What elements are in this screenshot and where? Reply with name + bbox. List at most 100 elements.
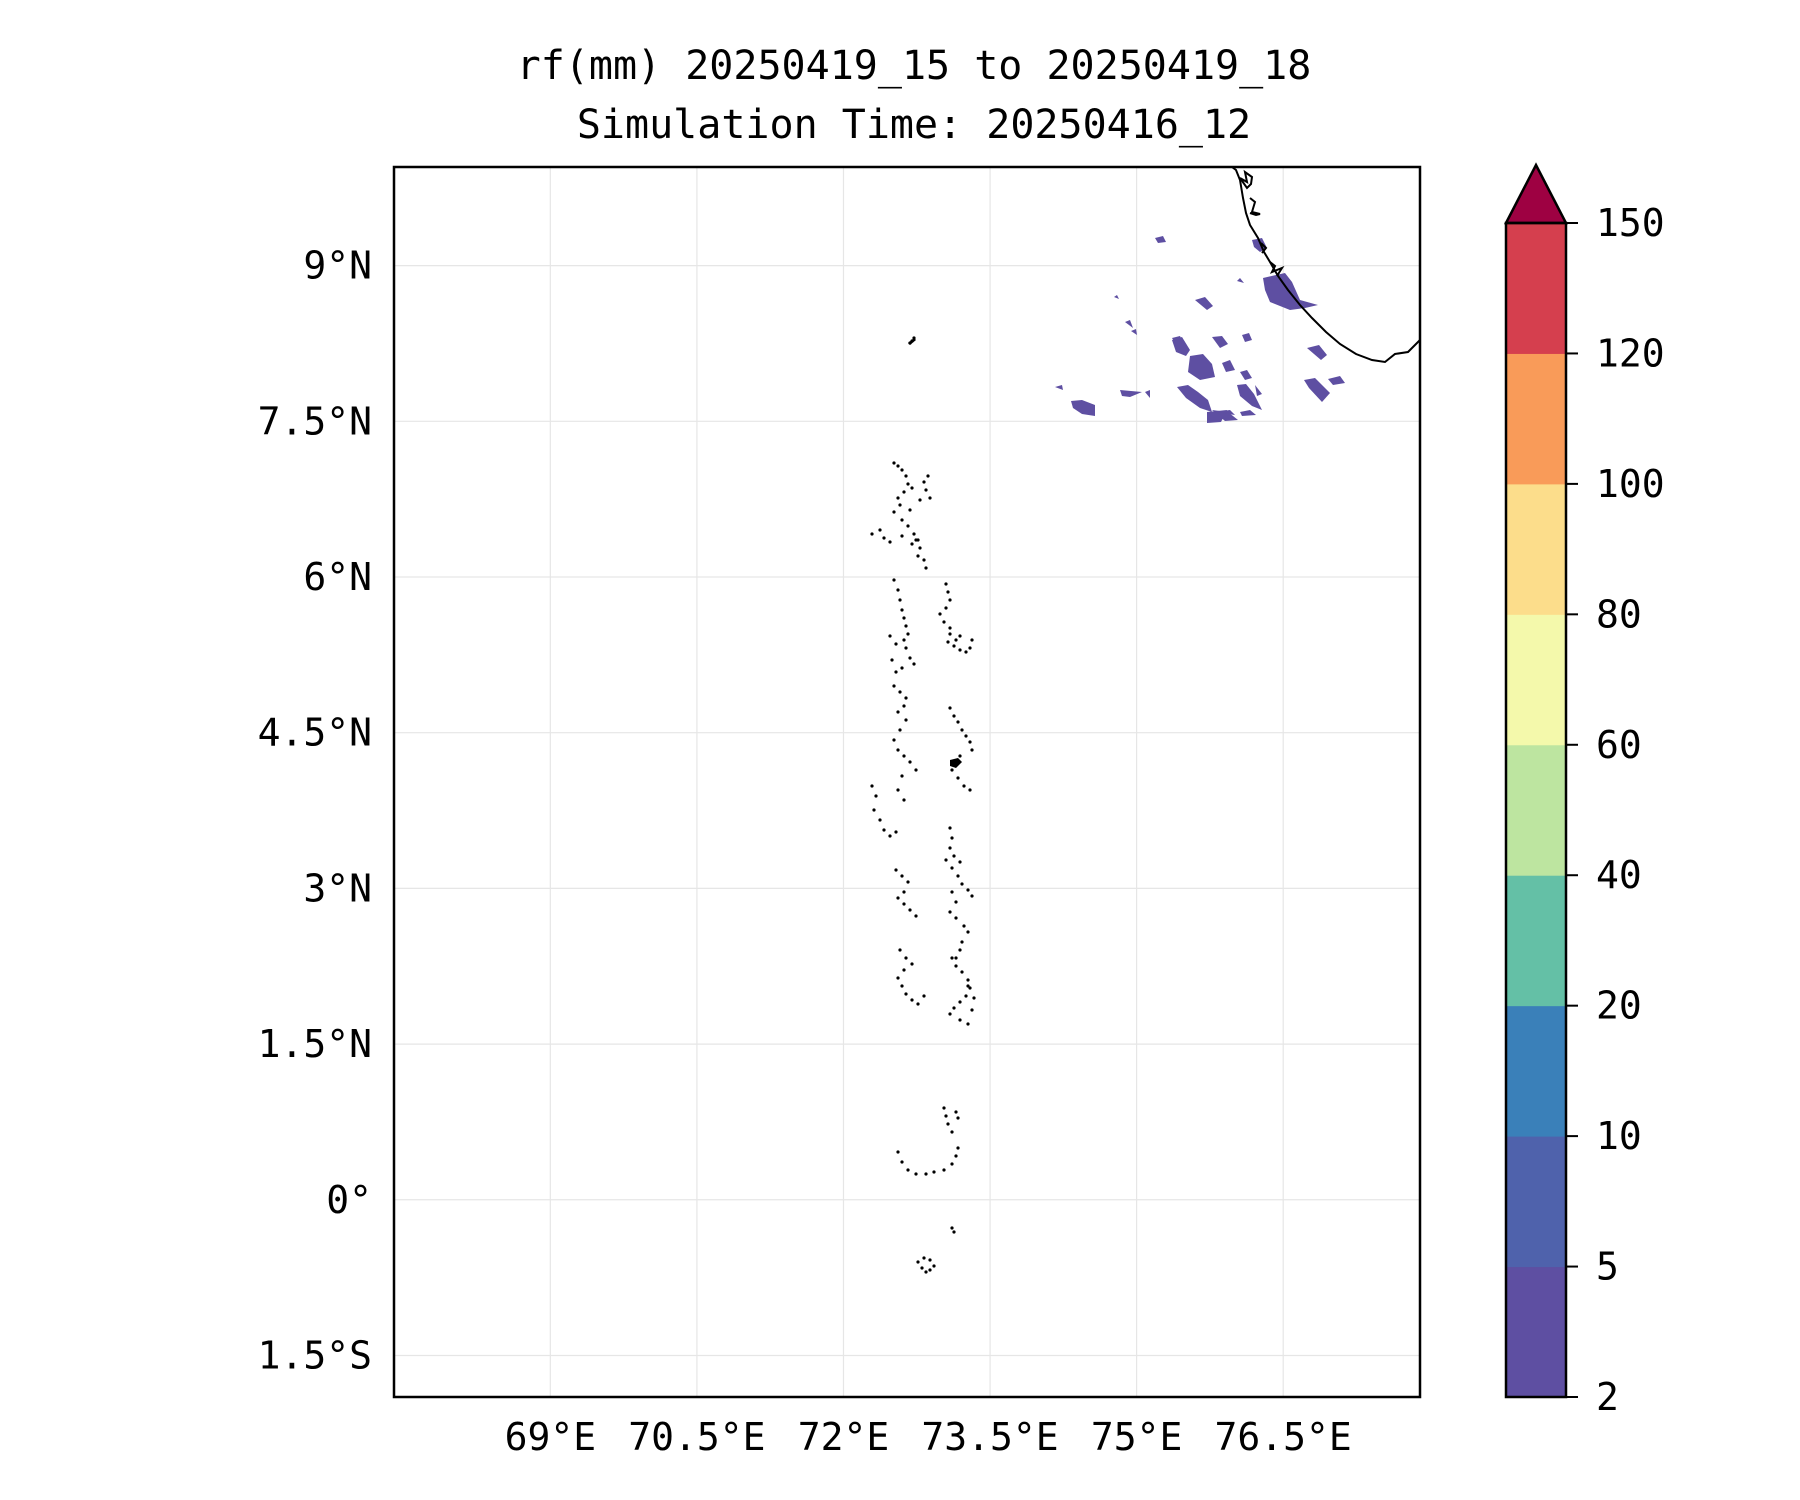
island-dot [960, 882, 964, 886]
lat-tick-label: 3°N [303, 866, 372, 910]
island-dot [890, 658, 894, 662]
island-dot [952, 1230, 956, 1234]
island-dot [898, 948, 902, 952]
rain-patch [1172, 337, 1190, 356]
colorbar-tick-label: 100 [1596, 462, 1665, 506]
island-dot [872, 808, 876, 812]
island-dot [908, 338, 916, 345]
island-dot [948, 1012, 952, 1016]
island-dot [950, 1130, 954, 1134]
island-dot [954, 964, 958, 968]
island-dot [932, 1264, 936, 1268]
island-dot [954, 1154, 958, 1158]
colorbar-tick-label: 120 [1596, 331, 1665, 375]
rain-patch [1255, 385, 1262, 396]
island-dot [942, 1106, 946, 1110]
island-dot [948, 632, 952, 636]
island-dot [900, 534, 904, 538]
island-dot [902, 616, 906, 620]
island-dot [954, 956, 958, 960]
island-dot [908, 508, 912, 512]
rain-patch [1155, 236, 1166, 243]
map-title-line1: rf(mm) 20250419_15 to 20250419_18 [516, 43, 1312, 89]
island-dot [902, 704, 906, 708]
rain-patch [1120, 390, 1142, 397]
island-dot [950, 1226, 954, 1230]
island-dot [900, 666, 904, 670]
island-dot [966, 1022, 970, 1026]
lat-tick-label: 1.5°S [258, 1333, 372, 1377]
island-dot [922, 558, 926, 562]
coast-detail [1239, 169, 1254, 190]
island-dot [948, 598, 952, 602]
island-dot [892, 510, 896, 514]
island-dot [898, 503, 902, 507]
island-dot [954, 1110, 958, 1114]
coast-detail [1260, 242, 1268, 254]
lon-tick-label: 72°E [798, 1415, 890, 1459]
island-dot [958, 1018, 962, 1022]
lat-tick-label: 4.5°N [258, 711, 372, 755]
map-background [394, 167, 1420, 1397]
island-dot [898, 728, 902, 732]
coast-detail [1269, 261, 1285, 277]
rain-patch [1212, 336, 1228, 348]
island-dot [888, 834, 892, 838]
island-dot [896, 588, 900, 592]
island-dot [908, 760, 912, 764]
rain-patch [1125, 320, 1133, 328]
island-dot [956, 874, 960, 878]
colorbar-segment [1506, 744, 1566, 876]
island-dot [898, 598, 902, 602]
island-dot [928, 496, 932, 500]
island-dot [920, 1266, 924, 1270]
island-dot [900, 984, 904, 988]
lat-tick-label: 7.5°N [258, 399, 372, 443]
island-dot [958, 648, 962, 652]
rain-patch [1263, 273, 1318, 310]
island-dot [904, 696, 908, 700]
island-dot [896, 896, 900, 900]
island-dot [958, 634, 962, 638]
island-dot [922, 1256, 926, 1260]
rain-patch [1131, 329, 1137, 335]
island-dot [962, 784, 966, 788]
lon-tick-label: 73.5°E [921, 1415, 1058, 1459]
lat-tick-label: 9°N [303, 244, 372, 288]
island-dot [958, 1000, 962, 1004]
colorbar-segment [1506, 223, 1566, 354]
island-dot [944, 582, 948, 586]
island-dot [896, 496, 900, 500]
island-dot [950, 768, 954, 772]
island-dot [900, 774, 904, 778]
island-dot [966, 978, 970, 982]
island-dot [896, 748, 900, 752]
island-dot [958, 948, 962, 952]
island-dot [904, 992, 908, 996]
island-dot [904, 646, 908, 650]
island-dot [900, 518, 904, 522]
rain-patch [1222, 360, 1235, 372]
colorbar-segment [1506, 483, 1566, 615]
island-dot [948, 826, 952, 830]
colorbar-segment [1506, 875, 1566, 1007]
island-dot [942, 620, 946, 624]
island-dot [910, 486, 914, 490]
lon-tick-label: 75°E [1091, 1415, 1183, 1459]
lat-tick-label: 6°N [303, 555, 372, 599]
rain-patch [1071, 400, 1095, 416]
island-dot [908, 908, 912, 912]
rain-patch [1055, 385, 1063, 390]
island-dot [902, 638, 906, 642]
island-dot [952, 854, 956, 858]
island-dot [912, 532, 916, 536]
island-dot [896, 464, 900, 468]
island-dot [966, 984, 970, 988]
island-dot [910, 998, 914, 1002]
island-dot [970, 748, 974, 752]
rain-patch [1114, 295, 1119, 299]
island-dot [896, 976, 900, 980]
map-title-line2: Simulation Time: 20250416_12 [576, 102, 1252, 148]
island-dot [908, 656, 912, 660]
island-dot [904, 474, 908, 478]
